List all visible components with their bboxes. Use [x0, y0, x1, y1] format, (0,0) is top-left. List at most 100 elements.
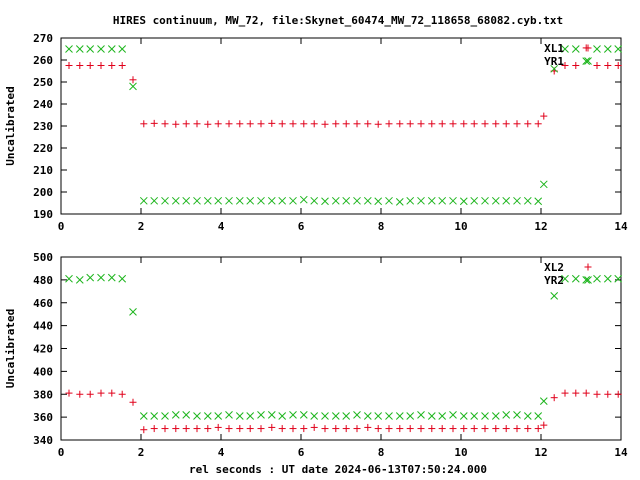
panel-1-point-YR1: [299, 195, 308, 204]
panel-1-ytick-label: 270: [33, 32, 53, 45]
panel-2-point-YR2: [161, 412, 169, 420]
panel-1-point-YR1: [331, 196, 340, 205]
panel-2-point-XL2: [428, 425, 436, 433]
panel-1-point-XL1: [561, 62, 569, 69]
panel-1-point-XL1: [182, 120, 190, 128]
panel-1-point-XL1: [332, 120, 340, 128]
panel-2-point-XL2: [550, 394, 558, 402]
panel-1-point-YR1: [246, 196, 255, 205]
panel-2-point-XL2: [417, 425, 425, 433]
panel-2-point-YR2: [561, 274, 569, 283]
panel-1-point-XL1: [502, 120, 510, 128]
panel-1-point-YR1: [385, 196, 393, 205]
panel-1-point-YR1: [214, 196, 223, 205]
panel-1-point-XL1: [140, 120, 148, 128]
panel-2-point-YR2: [278, 412, 287, 420]
panel-2-point-XL2: [492, 425, 500, 433]
panel-1-point-XL1: [193, 120, 201, 128]
panel-1-point-YR1: [550, 64, 559, 73]
panel-1-point-XL1: [150, 119, 158, 127]
panel-1-point-XL1: [204, 120, 212, 128]
panel-2-series-YR2: [65, 273, 623, 420]
panel-1-point-YR1: [449, 196, 457, 205]
panel-1-ytick-label: 190: [33, 208, 53, 221]
panel-2-point-XL2: [593, 390, 601, 398]
panel-2-point-XL2: [86, 390, 94, 398]
panel-1-point-XL1: [385, 120, 393, 128]
panel-1-point-XL1: [268, 119, 276, 127]
panel-1-point-XL1: [374, 120, 382, 128]
panel-2-y-axis-label: Uncalibrated: [4, 309, 17, 388]
panel-1-xtick-label: 10: [454, 220, 467, 233]
panel-2-point-YR2: [321, 412, 329, 420]
panel-1-point-YR1: [539, 180, 548, 189]
panel-1-point-XL1: [97, 62, 105, 69]
panel-1-point-XL1: [406, 120, 414, 128]
panel-1-point-XL1: [396, 120, 404, 128]
panel-1-point-XL1: [76, 62, 84, 69]
panel-2-point-YR2: [86, 273, 95, 282]
panel-2-ytick-label: 440: [33, 320, 53, 333]
panel-2-point-XL2: [76, 390, 84, 398]
panel-2-point-XL2: [604, 390, 612, 398]
panel-2-point-XL2: [470, 425, 478, 433]
panel-2-point-YR2: [593, 274, 601, 283]
panel-2-point-YR2: [571, 274, 580, 283]
panel-1-legend-label: YR1: [544, 55, 564, 68]
panel-2-point-YR2: [129, 308, 137, 316]
panel-2-legend-label: XL2: [544, 261, 564, 274]
panel-1-xtick-label: 8: [378, 220, 385, 233]
panel-2-point-YR2: [481, 412, 489, 420]
panel-2-point-YR2: [171, 410, 180, 419]
panel-2-point-XL2: [172, 425, 180, 433]
panel-1-legend-marker-XL1: [584, 44, 592, 52]
panel-2-point-YR2: [513, 410, 521, 419]
panel-2-xtick-label: 8: [378, 446, 385, 459]
panel-2-xtick-label: 10: [454, 446, 467, 459]
panel-1-point-XL1: [321, 120, 329, 128]
panel-1-ytick-label: 210: [33, 164, 53, 177]
panel-2-point-YR2: [523, 412, 532, 420]
panel-2-point-XL2: [353, 425, 361, 433]
panel-1-point-YR1: [481, 196, 489, 205]
panel-1-point-YR1: [289, 196, 297, 205]
panel-1-point-XL1: [513, 120, 521, 128]
panel-1-point-XL1: [310, 120, 318, 128]
panel-2-point-YR2: [267, 410, 276, 419]
panel-2-point-XL2: [97, 389, 105, 397]
panel-1-ytick-label: 230: [33, 120, 53, 133]
panel-1-legend-label: XL1: [544, 42, 564, 55]
panel-2-point-YR2: [374, 412, 383, 420]
panel-1-xtick-label: 6: [298, 220, 305, 233]
panel-2-point-XL2: [614, 390, 622, 398]
panel-1-point-YR1: [310, 196, 319, 205]
panel-2-xtick-label: 4: [218, 446, 225, 459]
panel-2-frame: [60, 256, 622, 441]
panel-2-point-XL2: [257, 425, 265, 433]
panel-2-legend-marker-XL2: [584, 263, 592, 271]
panel-2-point-YR2: [459, 412, 468, 420]
panel-1-point-YR1: [491, 196, 500, 205]
panel-2-point-YR2: [406, 412, 415, 420]
panel-1-ytick-label: 220: [33, 142, 53, 155]
panel-2-point-XL2: [385, 425, 393, 433]
panel-1-point-XL1: [540, 112, 548, 120]
panel-2-point-YR2: [107, 273, 116, 282]
panel-1-point-XL1: [257, 120, 265, 128]
panel-2-point-XL2: [214, 423, 222, 431]
panel-1-ytick-label: 250: [33, 76, 53, 89]
panel-1-point-XL1: [364, 120, 372, 128]
panel-2-point-XL2: [572, 389, 580, 397]
panel-2-ytick-label: 460: [33, 297, 53, 310]
panel-1-ytick-label: 240: [33, 98, 53, 111]
panel-2-point-XL2: [289, 425, 297, 433]
panel-1-point-XL1: [572, 62, 580, 69]
panel-1-point-XL1: [236, 120, 244, 128]
panel-2-legend-marker-YR2: [584, 276, 592, 284]
panel-2: 340 360 380 400 420 440 460 480 500 0 2 4 6 8 10 12 14 Un…: [4, 251, 628, 459]
panel-2-point-YR2: [534, 412, 543, 420]
panel-1-point-YR1: [406, 196, 415, 205]
panel-2-point-YR2: [603, 274, 612, 283]
panel-1-point-YR1: [571, 45, 580, 53]
